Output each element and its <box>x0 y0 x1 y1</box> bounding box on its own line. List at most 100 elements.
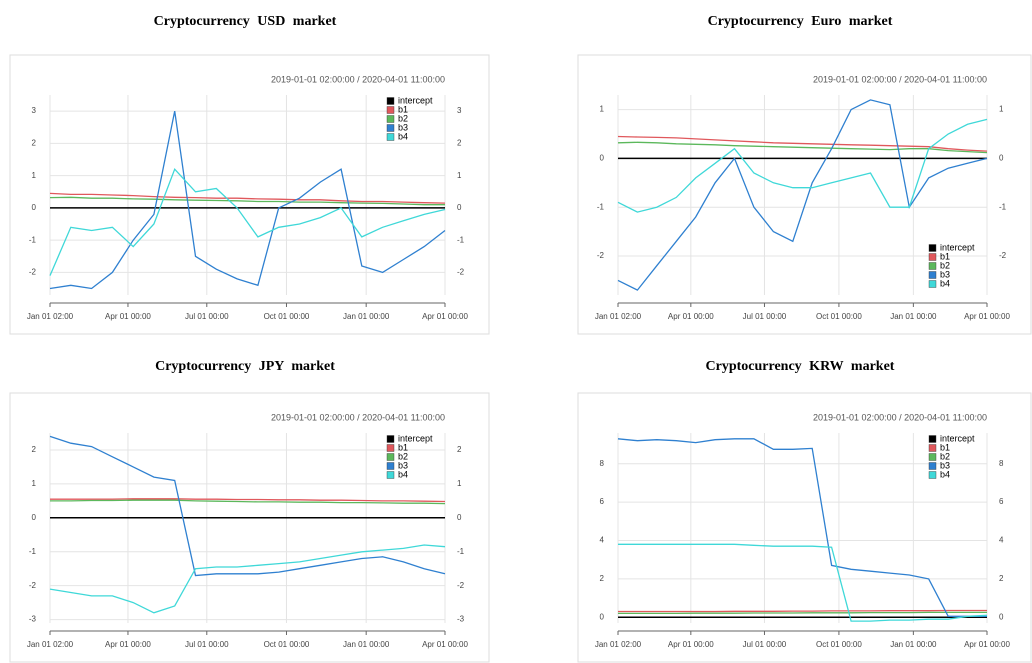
legend-swatch <box>928 271 937 279</box>
x-tick-label: Jan 01 00:00 <box>890 312 937 321</box>
legend-swatch <box>928 444 937 452</box>
x-tick-label: Apr 01 00:00 <box>964 640 1010 649</box>
series-line <box>49 192 446 204</box>
y-tick-label: 1 <box>32 479 37 488</box>
y-tick-label: 0 <box>999 612 1004 621</box>
legend-swatch <box>386 435 395 443</box>
legend-label: b1 <box>940 251 950 261</box>
x-tick-label: Oct 01 00:00 <box>264 640 310 649</box>
series-line <box>49 167 446 276</box>
legend-swatch <box>386 124 395 132</box>
chart-title: Cryptocurrency USD market <box>154 14 337 29</box>
y-tick-label: 3 <box>457 106 462 115</box>
x-tick-label: Oct 01 00:00 <box>816 312 862 321</box>
y-tick-label: 1 <box>457 171 462 180</box>
legend-swatch <box>386 97 395 105</box>
legend-label: intercept <box>398 433 433 443</box>
legend-swatch <box>386 471 395 479</box>
y-tick-label: -2 <box>457 268 465 277</box>
y-tick-label: 4 <box>600 536 605 545</box>
legend-label: b2 <box>398 451 408 461</box>
legend-label: b1 <box>398 104 408 114</box>
legend-swatch <box>386 106 395 114</box>
y-tick-label: 6 <box>600 497 605 506</box>
series-line <box>617 438 987 617</box>
chart-title: Cryptocurrency JPY market <box>155 359 335 374</box>
legend-swatch <box>928 262 937 270</box>
series-line <box>617 141 988 154</box>
chart-title: Cryptocurrency Euro market <box>708 14 893 29</box>
y-tick-label: 2 <box>999 574 1004 583</box>
x-tick-label: Jul 01 00:00 <box>743 640 787 649</box>
y-tick-label: 2 <box>457 138 462 147</box>
y-tick-label: 0 <box>32 513 37 522</box>
y-tick-label: 1 <box>457 479 462 488</box>
y-tick-label: -2 <box>597 251 605 260</box>
y-tick-label: 0 <box>600 154 605 163</box>
y-tick-label: 2 <box>32 445 37 454</box>
panel-frame <box>577 392 1032 663</box>
y-tick-label: 4 <box>999 536 1004 545</box>
x-tick-label: Apr 01 00:00 <box>668 312 714 321</box>
y-tick-label: -1 <box>457 235 465 244</box>
legend-label: b3 <box>398 122 408 132</box>
legend-label: b4 <box>940 278 950 288</box>
series-line <box>617 135 988 152</box>
y-tick-label: 6 <box>999 497 1004 506</box>
y-tick-label: -1 <box>999 202 1007 211</box>
legend-label: b1 <box>940 442 950 452</box>
y-tick-label: 0 <box>32 203 37 212</box>
y-tick-label: -2 <box>457 581 465 590</box>
legend-label: intercept <box>940 433 975 443</box>
y-tick-label: 2 <box>457 445 462 454</box>
y-tick-label: -2 <box>29 581 37 590</box>
legend-swatch <box>928 253 937 261</box>
x-tick-label: Apr 01 00:00 <box>964 312 1010 321</box>
legend-swatch <box>928 244 937 252</box>
subtitle: 2019-01-01 02:00:00 / 2020-04-01 11:00:0… <box>271 74 445 84</box>
y-tick-label: 0 <box>999 154 1004 163</box>
y-tick-label: 1 <box>32 171 37 180</box>
y-tick-label: 3 <box>32 106 37 115</box>
x-tick-label: Oct 01 00:00 <box>816 640 862 649</box>
legend-label: b2 <box>940 260 950 270</box>
series-line <box>618 609 987 613</box>
series-line <box>617 99 988 291</box>
y-tick-label: 0 <box>457 513 462 522</box>
x-tick-label: Jul 01 00:00 <box>185 640 229 649</box>
y-tick-label: -1 <box>29 235 37 244</box>
y-tick-label: -3 <box>457 615 465 624</box>
y-tick-label: 1 <box>999 105 1004 114</box>
subtitle: 2019-01-01 02:00:00 / 2020-04-01 11:00:0… <box>271 412 445 422</box>
x-tick-label: Jan 01 02:00 <box>27 640 74 649</box>
subtitle: 2019-01-01 02:00:00 / 2020-04-01 11:00:0… <box>813 412 987 422</box>
legend-label: b3 <box>398 460 408 470</box>
x-tick-label: Jan 01 00:00 <box>890 640 937 649</box>
panel-frame <box>9 392 490 663</box>
legend-label: b3 <box>940 460 950 470</box>
y-tick-label: 2 <box>600 574 605 583</box>
x-tick-label: Oct 01 00:00 <box>264 312 310 321</box>
x-tick-label: Jul 01 00:00 <box>185 312 229 321</box>
subtitle: 2019-01-01 02:00:00 / 2020-04-01 11:00:0… <box>813 74 987 84</box>
legend-label: b4 <box>398 131 408 141</box>
series-line <box>618 543 988 622</box>
panel-frame <box>9 54 490 335</box>
x-tick-label: Jan 01 02:00 <box>595 312 642 321</box>
legend-swatch <box>386 462 395 470</box>
x-tick-label: Jul 01 00:00 <box>743 312 787 321</box>
y-tick-label: 0 <box>600 612 605 621</box>
series-line <box>50 499 446 505</box>
series-line <box>49 110 446 290</box>
legend-swatch <box>928 453 937 461</box>
legend-label: b3 <box>940 269 950 279</box>
legend-label: b2 <box>940 451 950 461</box>
y-tick-label: -1 <box>29 547 37 556</box>
x-tick-label: Jan 01 00:00 <box>343 640 390 649</box>
legend-swatch <box>386 444 395 452</box>
x-tick-label: Apr 01 00:00 <box>422 640 468 649</box>
series-line <box>618 611 987 615</box>
y-tick-label: 8 <box>999 459 1004 468</box>
legend-label: b1 <box>398 442 408 452</box>
